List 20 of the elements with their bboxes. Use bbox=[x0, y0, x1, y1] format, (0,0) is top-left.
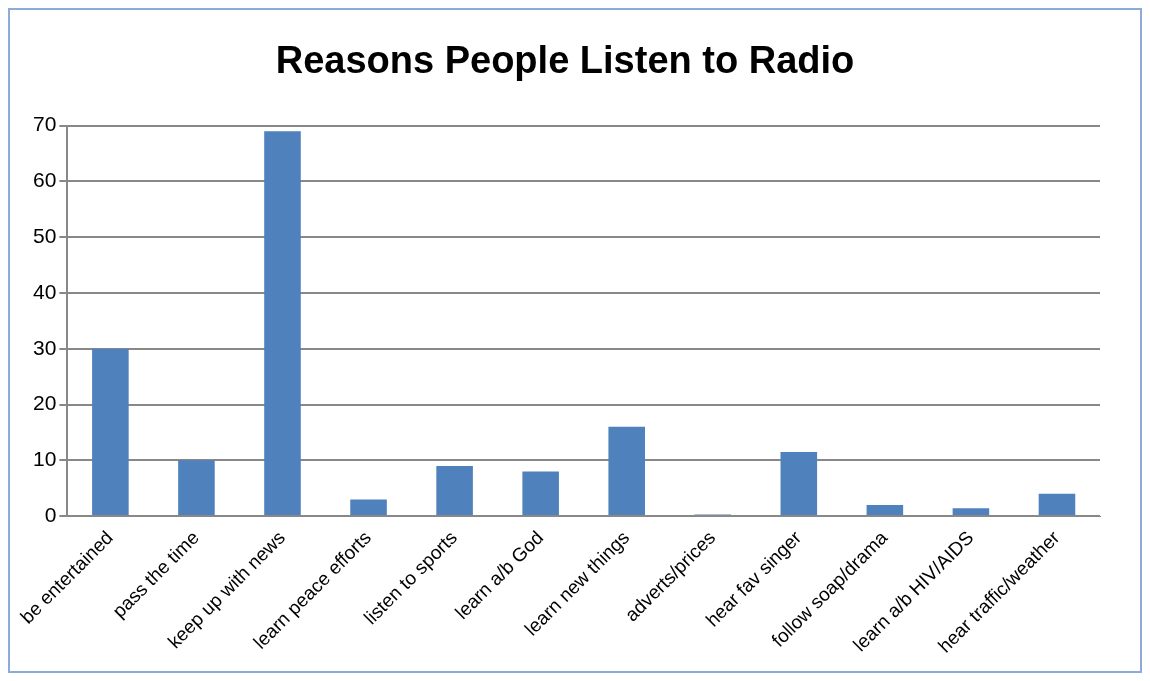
y-tick-label: 60 bbox=[33, 168, 57, 192]
bar bbox=[178, 460, 215, 516]
bar bbox=[608, 426, 645, 516]
y-tick-label: 10 bbox=[33, 447, 57, 471]
y-tick-label: 40 bbox=[33, 279, 57, 303]
y-tick-label: 20 bbox=[33, 391, 57, 415]
y-tick-label: 70 bbox=[33, 112, 57, 136]
y-tick-label: 30 bbox=[33, 335, 57, 359]
bar bbox=[436, 465, 473, 516]
bar bbox=[952, 508, 990, 516]
chart-title: Reasons People Listen to Radio bbox=[275, 39, 855, 82]
bar bbox=[350, 499, 387, 516]
bar bbox=[522, 471, 559, 516]
bar bbox=[92, 348, 129, 516]
bar bbox=[1038, 493, 1076, 516]
bar bbox=[866, 504, 904, 516]
y-tick-label: 50 bbox=[33, 223, 57, 247]
y-tick-label: 0 bbox=[44, 502, 57, 526]
bar bbox=[264, 131, 301, 516]
bar bbox=[780, 451, 818, 516]
